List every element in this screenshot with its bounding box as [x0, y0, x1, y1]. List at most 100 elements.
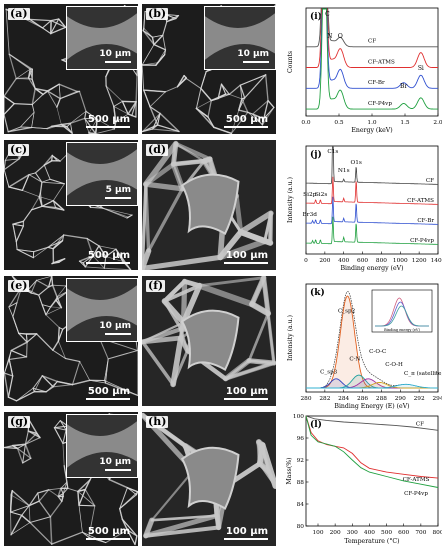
panel-label-g: (g) — [8, 416, 30, 428]
scale-bar-a — [86, 126, 130, 128]
scale-label-f: 100 μm — [226, 386, 268, 397]
x-axis-label: Energy (keV) — [351, 127, 392, 134]
scale-bar-b — [224, 126, 268, 128]
y-tick-label: 88 — [297, 480, 305, 486]
scale-label-h: 100 μm — [226, 526, 268, 537]
x-tick-label: 100 — [312, 530, 323, 536]
x-tick-label: 800 — [432, 530, 442, 536]
series-label: CF-P4vp — [368, 101, 392, 107]
panel-label-a: (a) — [8, 8, 30, 20]
x-tick-label: 800 — [376, 258, 387, 264]
scale-label-g: 500 μm — [88, 526, 130, 537]
y-tick-label: 92 — [297, 458, 305, 464]
peak-label: C-O-H — [385, 362, 403, 368]
peak-label: O1s — [350, 160, 361, 166]
peak-label: N — [327, 33, 332, 40]
y-axis-label: Intensity (a.u.) — [287, 315, 294, 361]
peak-label: O — [338, 33, 343, 40]
x-tick-label: 288 — [376, 396, 387, 402]
y-tick-label: 84 — [297, 502, 305, 508]
x-tick-label: 0.5 — [334, 120, 344, 126]
peak-label: C_π (satellite) — [404, 370, 442, 377]
sem-panel-f: (f)100 μm — [142, 276, 276, 406]
series-line-cf-br — [306, 9, 438, 88]
sem-panel-d: (d) 100 μm — [142, 140, 276, 270]
panel-label-c: (c) — [8, 144, 29, 156]
x-tick-label: 280 — [300, 396, 311, 402]
x-tick-label: 294 — [432, 396, 442, 402]
sem-panel-b: 10 μm (b) 500 μm — [142, 4, 276, 134]
sem-panel-h: (h) 100 μm — [142, 412, 276, 546]
xps-survey-chart: (j)0200400600800100012001400Binding ener… — [282, 142, 442, 276]
x-axis-label: Temperature (°C) — [344, 538, 399, 545]
sem-inset-c: 5 μm — [66, 142, 138, 206]
y-tick-label: 80 — [297, 524, 305, 530]
x-tick-label: 500 — [381, 530, 392, 536]
y-axis-label: Counts — [287, 51, 294, 73]
scale-label-a: 500 μm — [88, 114, 130, 125]
sem-panel-a: 10 μm (a) 500 μm — [4, 4, 138, 134]
inset-scale-label-e: 10 μm — [99, 321, 131, 331]
x-tick-label: 1200 — [412, 258, 427, 264]
x-tick-label: 400 — [338, 258, 349, 264]
chart-label: (j) — [310, 149, 322, 160]
sem-inset-g: 10 μm — [66, 414, 138, 478]
inset-scale-label-g: 10 μm — [99, 457, 131, 467]
peak-label: C1s — [327, 149, 338, 155]
scale-bar-h — [224, 538, 268, 540]
peak-label: C-N — [349, 356, 360, 362]
panel-label-b: (b) — [146, 8, 168, 20]
series-line-cf — [306, 147, 438, 184]
inset-x-label: Binding energy (eV) — [384, 328, 420, 332]
inset-scale-label-c: 5 μm — [106, 185, 131, 195]
series-label: CF-ATMS — [403, 477, 430, 483]
series-label: CF-Br — [368, 80, 385, 86]
x-tick-label: 1000 — [393, 258, 408, 264]
x-tick-label: 600 — [398, 530, 409, 536]
series-label: CF-P4vp — [404, 491, 428, 497]
y-tick-label: 96 — [297, 436, 305, 442]
chart-label: (l) — [310, 419, 322, 430]
sem-panel-e: 10 μm (e) 500 μm — [4, 276, 138, 406]
scale-label-b: 500 μm — [226, 114, 268, 125]
x-tick-label: 300 — [347, 530, 358, 536]
peak-label: C — [325, 11, 330, 18]
scale-bar-f — [224, 398, 268, 400]
scale-bar-c — [86, 262, 130, 264]
scale-label-c: 500 μm — [88, 250, 130, 261]
x-tick-label: 200 — [330, 530, 341, 536]
series-label: CF — [416, 421, 424, 427]
inset-scale-label-b: 10 μm — [237, 49, 269, 59]
panel-label-e: (e) — [8, 280, 29, 292]
x-tick-label: 0.0 — [301, 120, 311, 126]
x-tick-label: 2.0 — [433, 120, 442, 126]
chart-j: (j)0200400600800100012001400Binding ener… — [282, 142, 442, 276]
x-tick-label: 290 — [395, 396, 406, 402]
series-label: CF-Br — [417, 218, 434, 224]
scale-label-e: 500 μm — [88, 386, 130, 397]
chart-label: (k) — [310, 287, 325, 298]
scale-label-d: 100 μm — [226, 250, 268, 261]
x-tick-label: 0 — [304, 258, 308, 264]
x-axis-label: Binding Energy (E) (eV) — [334, 403, 409, 410]
x-tick-label: 600 — [357, 258, 368, 264]
x-tick-label: 700 — [415, 530, 426, 536]
x-tick-label: 1.5 — [400, 120, 410, 126]
inset-scale-bar-c — [105, 197, 131, 199]
series-label: CF — [426, 178, 434, 184]
sem-inset-e: 10 μm — [66, 278, 138, 342]
peak-label: C-O-C — [369, 349, 386, 355]
y-tick-label: 100 — [293, 414, 304, 420]
x-tick-label: 282 — [319, 396, 330, 402]
y-axis-label: Intensity (a.u.) — [287, 177, 294, 223]
x-tick-label: 200 — [319, 258, 330, 264]
panel-label-d: (d) — [146, 144, 168, 156]
sem-inset-a: 10 μm — [66, 6, 138, 70]
panel-label-h: (h) — [146, 416, 168, 428]
